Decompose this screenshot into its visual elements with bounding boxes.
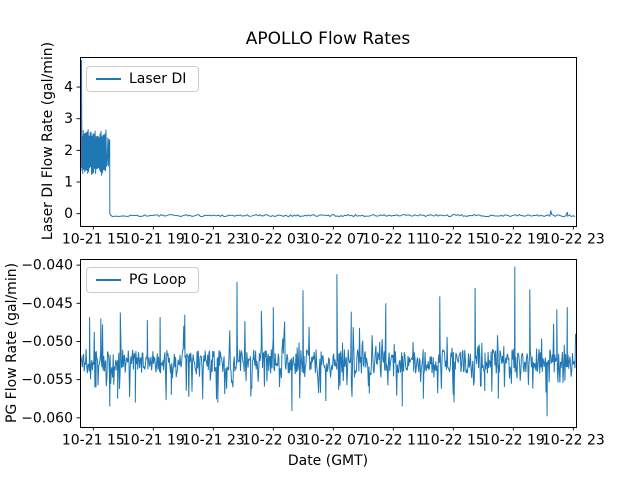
y-tick-label: −0.060: [21, 410, 73, 426]
x-tick-label: 10-22 07: [302, 232, 365, 248]
y-tick-label: 0: [64, 206, 73, 222]
x-tick-label: 10-22 03: [242, 433, 305, 449]
x-tick-label: 10-22 19: [482, 232, 545, 248]
x-tick-label: 10-21 19: [122, 433, 185, 449]
y-tick-label: −0.045: [21, 296, 73, 312]
x-tick-label: 10-22 19: [482, 433, 545, 449]
x-tick-label: 10-21 23: [182, 232, 245, 248]
legend-line-sample-icon: [96, 279, 121, 281]
pg-loop-series-line: [79, 266, 577, 417]
x-tick-label: 10-22 23: [542, 433, 605, 449]
x-tick-label: 10-22 11: [362, 232, 425, 248]
pg-loop-axes-frame: [80, 259, 577, 428]
y-tick-label: −0.055: [21, 372, 73, 388]
x-tick-label: 10-21 19: [122, 232, 185, 248]
x-tick-label: 10-22 15: [422, 433, 485, 449]
x-tick-label: 10-22 15: [422, 232, 485, 248]
laser-di-axes-frame: [80, 57, 577, 227]
x-tick-label: 10-22 11: [362, 433, 425, 449]
laser-di-series-line: [80, 60, 576, 218]
chart-title: APOLLO Flow Rates: [245, 29, 411, 49]
legend-laser-di: Laser DI: [86, 66, 200, 92]
x-tick-label: 10-22 23: [542, 232, 605, 248]
y-tick-label: 3: [64, 111, 73, 127]
legend-label-pg-loop: PG Loop: [129, 272, 187, 288]
legend-pg-loop: PG Loop: [86, 267, 200, 293]
x-tick-label: 10-21 15: [62, 433, 125, 449]
legend-line-sample-icon: [96, 78, 121, 80]
y-tick-label: 4: [64, 80, 73, 96]
y-tick-label: −0.050: [21, 334, 73, 350]
y-tick-label: 2: [64, 143, 73, 159]
x-tick-label: 10-22 03: [242, 232, 305, 248]
x-tick-label: 10-21 23: [182, 433, 245, 449]
x-tick-label: 10-21 15: [62, 232, 125, 248]
legend-label-laser-di: Laser DI: [129, 71, 187, 87]
x-axis-label: Date (GMT): [287, 453, 369, 469]
y-tick-label: 1: [64, 175, 73, 191]
x-tick-label: 10-22 07: [302, 433, 365, 449]
y-tick-label: −0.040: [21, 258, 73, 274]
bottom-y-axis-label: PG Flow Rate (gal/min): [4, 262, 20, 424]
top-y-axis-label: Laser DI Flow Rate (gal/min): [40, 41, 56, 241]
